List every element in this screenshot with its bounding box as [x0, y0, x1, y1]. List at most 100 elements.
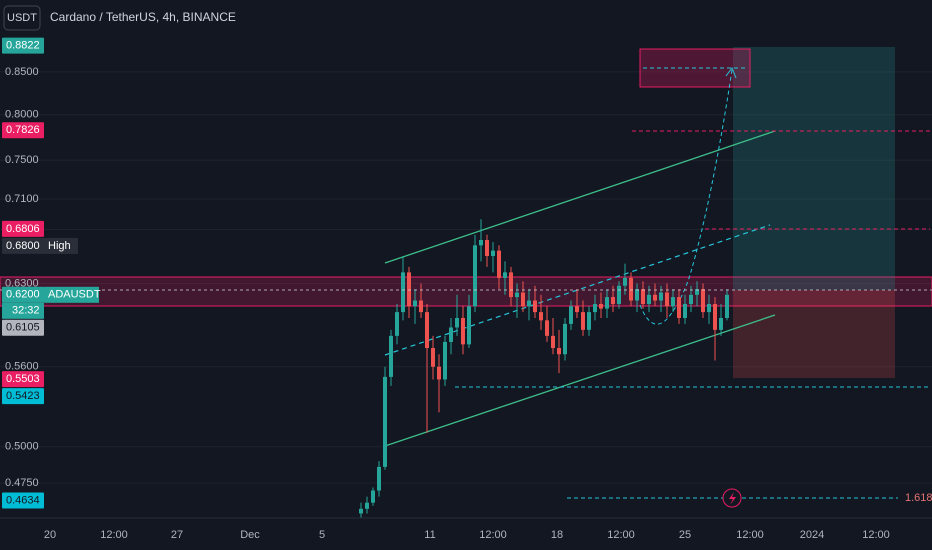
- candle-body: [713, 303, 717, 330]
- candle-body: [515, 292, 519, 298]
- price-badge-tag: ADAUSDT: [48, 289, 101, 301]
- candle-body: [473, 245, 477, 307]
- x-tick-label: 2024: [800, 529, 824, 541]
- candle-body: [539, 312, 543, 321]
- price-badge: [2, 122, 44, 139]
- candle-body: [719, 317, 723, 330]
- price-badge-label: 0.6200: [6, 289, 40, 301]
- candle-body: [449, 327, 453, 342]
- candle-body: [365, 502, 369, 509]
- y-tick-label: 0.8000: [5, 109, 39, 121]
- price-badge-label: 0.4634: [6, 494, 40, 506]
- candle-body: [683, 303, 687, 318]
- x-tick-label: 25: [679, 529, 691, 541]
- candle-body: [479, 240, 483, 246]
- candle-body: [671, 297, 675, 307]
- price-badge-label: 0.6806: [6, 223, 40, 235]
- price-badge: [2, 492, 44, 509]
- candle-body: [701, 289, 705, 313]
- candle-body: [509, 272, 513, 298]
- candle-body: [695, 289, 699, 295]
- candle-body: [503, 272, 507, 278]
- candle-body: [557, 348, 561, 355]
- y-tick-label: 0.6300: [5, 277, 39, 289]
- candle-body: [707, 303, 711, 313]
- y-tick-label: 0.5000: [5, 441, 39, 453]
- x-tick-label: 27: [171, 529, 183, 541]
- currency-button[interactable]: [3, 5, 41, 31]
- candles: [359, 219, 729, 519]
- price-badge: [2, 286, 44, 303]
- candle-body: [359, 508, 363, 514]
- candle-body: [581, 312, 585, 330]
- candle-body: [611, 297, 615, 304]
- price-badge: [2, 388, 44, 405]
- chart-title: Cardano / TetherUS, 4h, BINANCE: [50, 10, 236, 24]
- x-tick-label: 20: [44, 529, 56, 541]
- candle-body: [467, 306, 471, 345]
- candle-body: [665, 292, 669, 307]
- price-badge-label: 0.5503: [6, 373, 40, 385]
- x-tick-label: 5: [319, 529, 325, 541]
- channel-upper: [384, 130, 776, 264]
- candle-body: [497, 250, 501, 278]
- x-tick-label: 12:00: [736, 529, 764, 541]
- long-stop: [733, 290, 895, 378]
- x-tick-label: 18: [551, 529, 563, 541]
- candle-body: [605, 297, 609, 309]
- fib-label: 1.618: [905, 492, 932, 504]
- candle-body: [413, 300, 417, 307]
- candle-body: [635, 289, 639, 301]
- channel-lower: [384, 314, 776, 447]
- x-tick-label: 12:00: [862, 529, 890, 541]
- y-tick-label: 0.8500: [5, 66, 39, 78]
- price-badge: [2, 37, 44, 54]
- candle-body: [569, 306, 573, 324]
- projection-path: [639, 69, 733, 325]
- price-badge-label: 0.7826: [6, 124, 40, 136]
- candle-body: [689, 294, 693, 304]
- x-tick-label: 12:00: [100, 529, 128, 541]
- candle-body: [383, 376, 387, 467]
- y-tick-label: 0.4750: [5, 477, 39, 489]
- candle-body: [419, 300, 423, 313]
- candle-body: [623, 277, 627, 286]
- candle-body: [527, 300, 531, 307]
- candle-body: [659, 292, 663, 301]
- price-badge-tag: High: [48, 240, 71, 252]
- candle-body: [677, 297, 681, 318]
- candle-body: [563, 323, 567, 355]
- candle-body: [425, 312, 429, 349]
- candle-body: [533, 300, 537, 313]
- x-tick-label: 11: [424, 529, 435, 541]
- zone-band: [0, 276, 932, 307]
- candle-body: [545, 320, 549, 336]
- candle-body: [575, 306, 579, 313]
- candle-body: [725, 294, 729, 318]
- candle-body: [485, 240, 489, 257]
- price-badge: [2, 237, 44, 254]
- price-badge-label: 0.6800: [6, 240, 40, 252]
- candle-body: [587, 312, 591, 330]
- x-tick-label: 12:00: [607, 529, 635, 541]
- candle-body: [389, 335, 393, 377]
- candle-body: [443, 341, 447, 380]
- candle-body: [461, 317, 465, 345]
- candle-body: [521, 292, 525, 307]
- price-badge: [2, 371, 44, 388]
- candle-body: [629, 277, 633, 301]
- price-badge-label: 0.6105: [6, 322, 40, 334]
- candle-body: [401, 272, 405, 313]
- x-axis-labels: 20 12:00 27 Dec 5 11 12:00 18 12:00 25 12:00 2024 12…: [44, 529, 890, 541]
- countdown-bg: [2, 302, 44, 319]
- candle-body: [647, 294, 651, 304]
- alert-bolt: [729, 492, 736, 505]
- candle-body: [653, 294, 657, 301]
- candle-body: [431, 348, 435, 367]
- candle-body: [407, 272, 411, 307]
- candle-body: [371, 490, 375, 503]
- price-badge-tag-bg: [44, 237, 78, 254]
- currency: USDT: [7, 12, 37, 24]
